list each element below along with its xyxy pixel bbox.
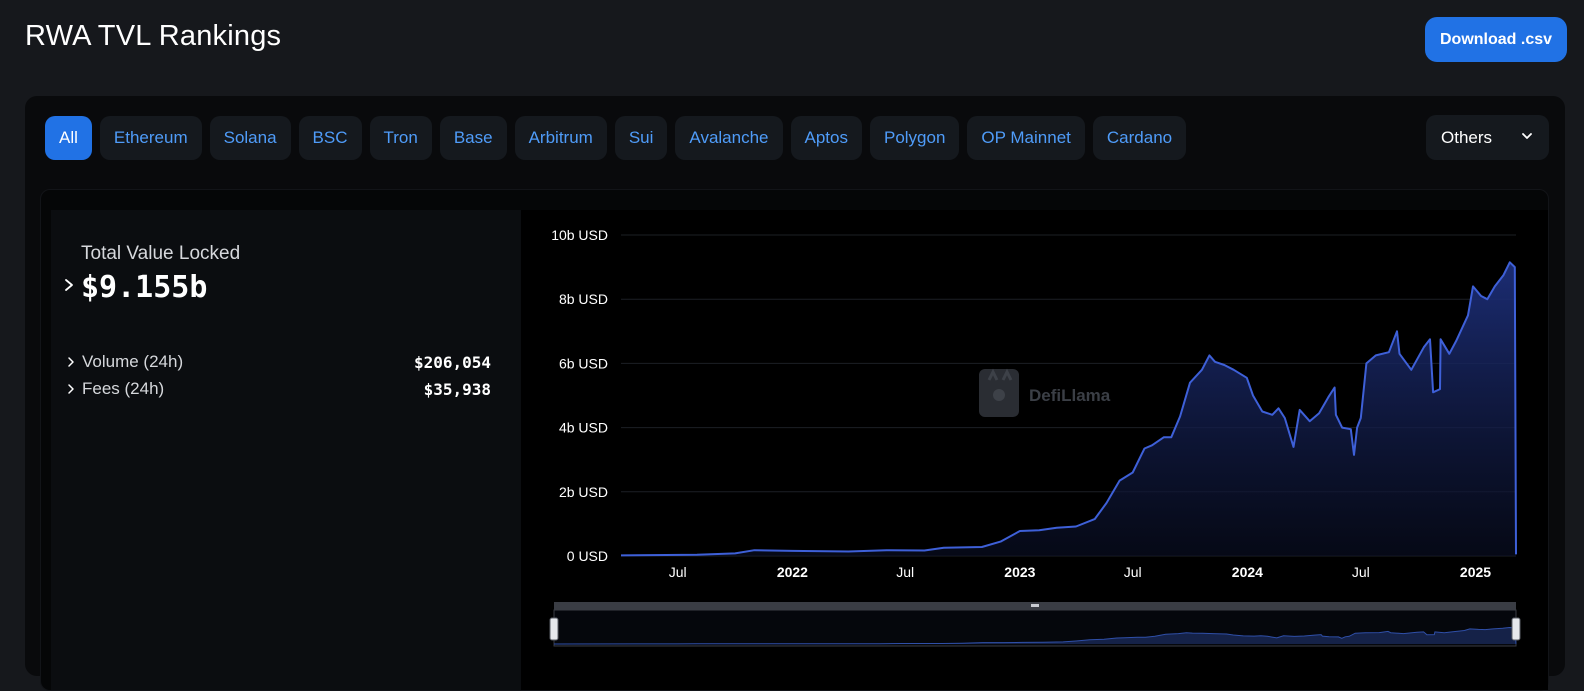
x-tick-label: Jul: [1124, 564, 1142, 580]
chain-tab[interactable]: Avalanche: [675, 116, 783, 160]
chain-tab[interactable]: Arbitrum: [514, 116, 607, 160]
others-dropdown-label: Others: [1441, 127, 1493, 147]
tvl-label: Total Value Locked: [81, 243, 241, 264]
range-brush[interactable]: [549, 602, 1521, 647]
chevron-right-icon: [68, 357, 74, 367]
chain-tab[interactable]: Base: [439, 116, 507, 160]
tvl-chart[interactable]: DefiLlama 0 USD 2b USD 4b USD 6b USD 8b USD 1…: [521, 210, 1548, 690]
chart-container: Total Value Locked $9.155b Volume (24h) …: [40, 189, 1549, 691]
volume-value: $206,054: [413, 352, 491, 372]
x-tick-label: Jul: [669, 564, 687, 580]
rwa-panel: All Ethereum Solana BSC Tron Base Arbitr…: [25, 96, 1565, 691]
x-tick-label: 2023: [1004, 564, 1035, 580]
fees-label: Fees (24h): [82, 379, 165, 398]
chevron-down-icon: [1522, 133, 1532, 139]
x-tick-label: 2024: [1232, 564, 1263, 580]
watermark-text: DefiLlama: [1029, 386, 1111, 405]
chain-tab[interactable]: OP Mainnet: [967, 116, 1085, 160]
chain-tab[interactable]: Polygon: [869, 116, 960, 160]
brush-handle[interactable]: [549, 617, 559, 641]
chain-tab[interactable]: Cardano: [1092, 116, 1187, 160]
tvl-area: [621, 262, 1516, 556]
brush-grip-icon[interactable]: [1031, 604, 1039, 607]
chain-tab[interactable]: Sui: [614, 116, 668, 160]
chain-tab[interactable]: Ethereum: [99, 116, 202, 160]
defillama-watermark: DefiLlama: [979, 368, 1111, 417]
stats-panel: Total Value Locked $9.155b Volume (24h) …: [51, 210, 521, 690]
brush-handle[interactable]: [1511, 617, 1521, 641]
tvl-line: [620, 261, 1517, 557]
tvl-value: $9.155b: [81, 270, 208, 305]
others-dropdown[interactable]: Others: [1426, 115, 1549, 160]
llama-logo-icon: [979, 368, 1019, 417]
volume-label: Volume (24h): [82, 352, 184, 371]
chart-svg: DefiLlama 0 USD 2b USD 4b USD 6b USD 8b USD 1…: [549, 227, 1521, 647]
volume-row[interactable]: Volume (24h) $206,054: [64, 351, 491, 373]
chain-tabs: All Ethereum Solana BSC Tron Base Arbitr…: [45, 116, 1187, 160]
y-tick-label: 2b USD: [559, 484, 608, 500]
page-title: RWA TVL Rankings: [25, 20, 282, 52]
chevron-right-icon[interactable]: [62, 277, 76, 293]
chain-tab[interactable]: All: [45, 116, 92, 160]
y-tick-label: 8b USD: [559, 291, 608, 307]
x-tick-label: Jul: [1352, 564, 1370, 580]
brush-mini-line: [553, 626, 1517, 645]
chain-tab[interactable]: Aptos: [790, 116, 862, 160]
x-tick-label: 2022: [777, 564, 808, 580]
chain-tab[interactable]: BSC: [298, 116, 362, 160]
chevron-right-icon: [68, 384, 74, 394]
x-tick-label: 2025: [1460, 564, 1491, 580]
x-tick-label: Jul: [896, 564, 914, 580]
fees-value: $35,938: [423, 379, 491, 399]
chain-tab[interactable]: Tron: [369, 116, 432, 160]
fees-row[interactable]: Fees (24h) $35,938: [64, 378, 491, 400]
y-tick-label: 10b USD: [551, 227, 608, 243]
y-tick-label: 4b USD: [559, 420, 608, 436]
y-tick-label: 0 USD: [567, 548, 608, 564]
page-header: RWA TVL Rankings Download .csv: [0, 0, 1584, 80]
brush-mini-area: [554, 627, 1516, 644]
chain-tab[interactable]: Solana: [209, 116, 291, 160]
y-tick-label: 6b USD: [559, 355, 608, 371]
download-csv-button[interactable]: Download .csv: [1425, 17, 1567, 62]
